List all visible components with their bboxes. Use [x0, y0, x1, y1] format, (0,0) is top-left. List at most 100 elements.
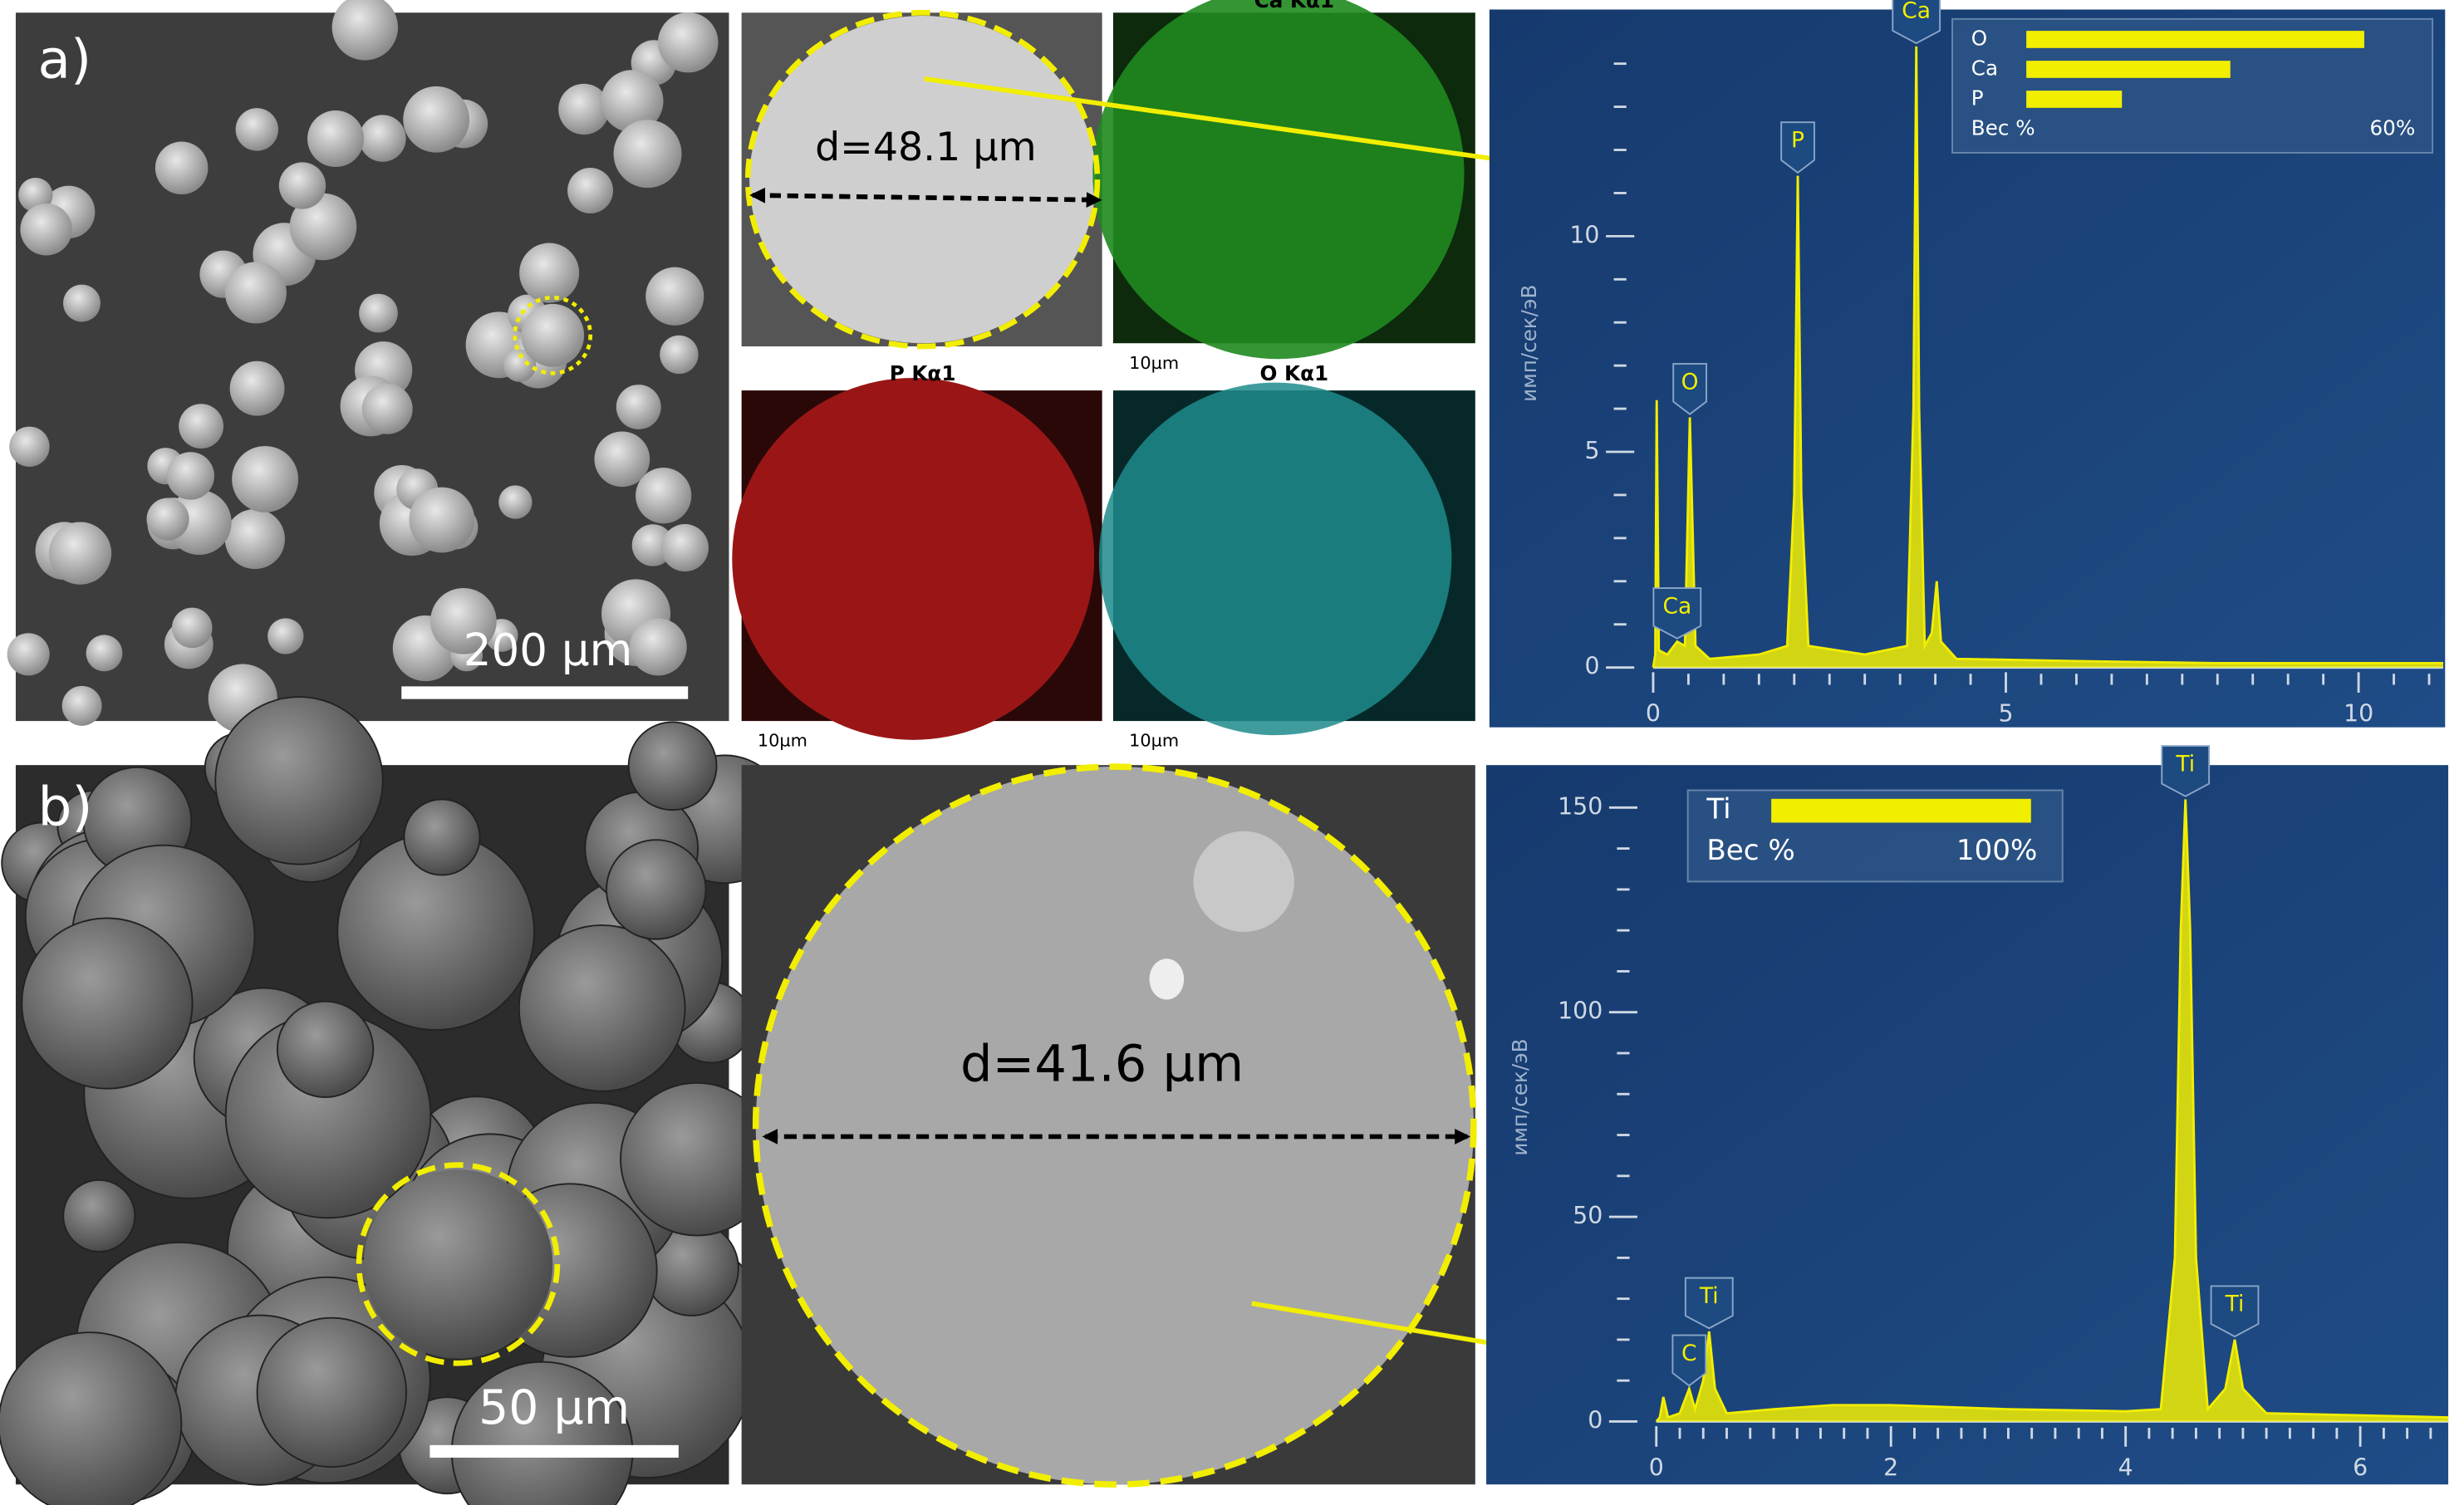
particle — [229, 360, 285, 416]
diameter-label: d=48.1 µm — [815, 125, 1037, 170]
particle — [86, 635, 123, 672]
x-tick-label: 5 — [1998, 700, 2013, 728]
map-scale: 10µm — [1129, 353, 1179, 373]
particle — [214, 696, 384, 865]
sem-image-a — [7, 0, 729, 733]
peak-label-box — [1671, 1334, 1707, 1387]
diameter-label: d=41.6 µm — [960, 1036, 1244, 1094]
legend-label: Вес % — [1971, 115, 2035, 140]
peak-label-box — [1684, 1277, 1734, 1330]
particle — [403, 86, 470, 153]
particle-feature — [1149, 958, 1185, 1000]
particle — [224, 508, 285, 570]
y-tick-label: 0 — [1584, 653, 1599, 680]
peak-label: Ti — [2175, 751, 2195, 777]
particle — [289, 193, 357, 261]
x-tick-label: 0 — [1649, 1454, 1664, 1481]
scale-label: 50 µm — [479, 1380, 630, 1435]
particle — [498, 485, 533, 519]
spectrum-line — [1652, 46, 2443, 668]
legend-bar — [2026, 91, 2123, 108]
particle — [755, 767, 1474, 1485]
particle — [171, 607, 213, 649]
particle — [62, 1179, 136, 1253]
particle — [166, 452, 215, 500]
particle — [660, 524, 709, 572]
panel-label: a) — [37, 28, 91, 91]
particle — [627, 721, 718, 811]
particle — [48, 522, 112, 585]
x-tick-label: 0 — [1646, 700, 1661, 728]
particle — [9, 426, 50, 467]
y-tick-label: 150 — [1558, 792, 1603, 820]
particle — [61, 685, 102, 726]
x-tick-label: 2 — [1883, 1454, 1898, 1481]
sem-image-b — [0, 696, 790, 1505]
selection-circle — [356, 1162, 561, 1366]
particle — [594, 431, 650, 488]
peak-label: Ti — [2225, 1292, 2245, 1317]
particle — [7, 633, 50, 676]
y-axis-label: имп/сек/эВ — [1508, 1038, 1532, 1155]
particle — [558, 83, 610, 135]
particle — [179, 404, 224, 449]
panel-label: b) — [37, 777, 92, 839]
particle — [146, 498, 189, 541]
diameter-arrow — [749, 187, 1102, 208]
particle — [749, 16, 1097, 344]
legend-max: 100% — [1956, 834, 2038, 867]
particle — [363, 1169, 553, 1359]
y-tick-label: 5 — [1584, 437, 1599, 464]
y-axis-label: имп/сек/эВ — [1517, 285, 1541, 402]
particle — [613, 120, 682, 189]
x-tick-label: 6 — [2353, 1454, 2368, 1481]
particle — [518, 924, 686, 1092]
y-tick-label: 50 — [1573, 1202, 1603, 1229]
particle — [629, 618, 687, 676]
pointer-arrow — [924, 76, 1578, 177]
particle — [660, 335, 699, 375]
peak-label: Ca — [1902, 0, 1931, 24]
particle — [268, 618, 304, 654]
legend-name: Ca — [1971, 56, 1998, 80]
peak-label-box — [1780, 121, 1815, 174]
peak-label: Ti — [1699, 1283, 1719, 1309]
scale-label: 200 µm — [464, 625, 633, 676]
map-blob — [732, 377, 1095, 740]
particle — [430, 587, 497, 654]
map-scale: 10µm — [758, 731, 807, 751]
particle — [567, 168, 614, 213]
particle — [361, 383, 413, 434]
particle — [155, 141, 209, 195]
spectrum-line — [1655, 799, 2449, 1423]
legend-bar — [2026, 31, 2364, 48]
particle — [519, 243, 580, 303]
legend-name: O — [1971, 26, 1987, 50]
map-title: P Kα1 — [890, 361, 956, 385]
selection-circle — [744, 9, 1101, 350]
legend-bar — [1771, 798, 2031, 823]
y-tick-label: 0 — [1588, 1406, 1603, 1434]
peak-label-box — [2161, 745, 2211, 797]
map-title: O Kα1 — [1260, 361, 1329, 385]
peak-label: P — [1791, 127, 1804, 153]
particle — [307, 110, 365, 168]
peak-label: Ca — [1662, 593, 1691, 619]
particle — [278, 162, 326, 209]
particle — [503, 349, 537, 382]
chart-panel — [1486, 765, 2449, 1485]
particle — [224, 262, 287, 324]
particle — [403, 798, 481, 876]
selection-circle — [752, 763, 1477, 1488]
legend-label: Вес % — [1706, 834, 1794, 867]
particle — [331, 0, 399, 61]
legend-max: 60% — [2370, 115, 2416, 140]
selection-circle — [513, 295, 593, 375]
particle — [63, 284, 101, 322]
particle — [636, 468, 692, 524]
particle — [606, 839, 707, 940]
peak-label-box — [1892, 0, 1941, 45]
particle — [256, 1316, 407, 1468]
